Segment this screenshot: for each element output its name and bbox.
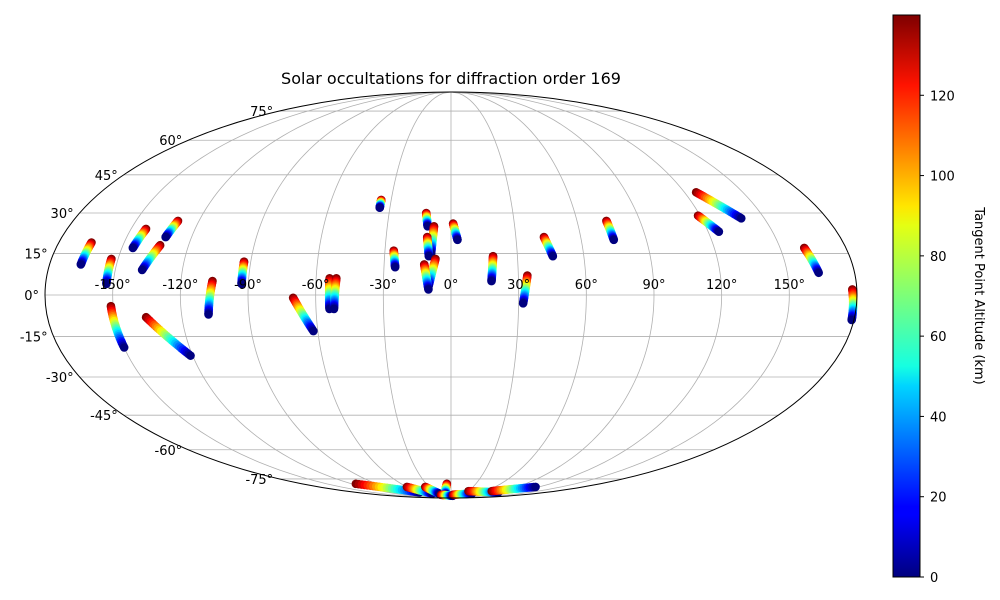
occultation-point: [453, 235, 462, 245]
meridian-gridline: [450, 91, 520, 499]
meridian-gridline: [315, 91, 452, 499]
occultation-point: [237, 279, 246, 289]
occultation-point: [128, 243, 138, 253]
longitude-tick-label: 30°: [507, 278, 530, 293]
longitude-tick-label: -30°: [369, 278, 397, 293]
colorbar-tick-label: 60: [930, 330, 947, 345]
occultation-point: [714, 227, 724, 236]
latitude-tick-label: -45°: [90, 409, 118, 424]
occultation-point: [424, 251, 434, 261]
meridian-gridline: [112, 91, 452, 499]
occultation-point: [119, 343, 129, 352]
tick-labels: -150° -120° -90° -60° -30° 0° 30° 60° 90° 120° 150…: [20, 105, 805, 488]
latitude-tick-label: -15°: [20, 331, 48, 346]
occultation-point: [186, 351, 195, 360]
occultation-point: [609, 235, 619, 245]
colorbar-ticks: 0 20 40 60 80 100 120: [920, 89, 955, 586]
meridian-gridline: [450, 91, 723, 499]
occultation-point: [424, 285, 433, 294]
latitude-tick-label: -60°: [155, 444, 183, 459]
latitude-tick-label: 60°: [159, 134, 182, 149]
latitude-tick-label: -75°: [245, 473, 273, 488]
occultation-point: [161, 232, 170, 242]
occultation-point: [375, 203, 385, 213]
colorbar-tick-label: 100: [930, 170, 955, 185]
latitude-tick-label: 30°: [51, 207, 74, 222]
colorbar-label: Tangent Point Altitude (km): [971, 206, 986, 384]
latitude-tick-label: 0°: [24, 289, 39, 304]
longitude-tick-label: -150°: [95, 278, 131, 293]
longitude-tick-label: 150°: [774, 278, 805, 293]
meridian-gridline: [450, 91, 587, 499]
longitude-tick-label: 90°: [642, 278, 665, 293]
occultation-point: [309, 326, 318, 336]
occultation-point: [487, 276, 496, 286]
occultation-point: [531, 482, 540, 492]
latitude-tick-label: -30°: [46, 371, 74, 386]
colorbar-tick-label: 120: [930, 89, 955, 104]
occultation-point: [102, 279, 111, 289]
latitude-tick-label: 45°: [95, 169, 118, 184]
latitude-tick-label: 15°: [25, 247, 48, 262]
occultation-point: [736, 213, 746, 223]
meridian-gridline: [247, 91, 452, 499]
occultation-point: [548, 251, 558, 261]
occultation-point: [204, 310, 213, 319]
meridian-gridline: [382, 91, 452, 499]
chart-title: Solar occultations for diffraction order…: [281, 69, 621, 88]
occultation-point: [518, 299, 528, 308]
longitude-tick-label: -120°: [162, 278, 198, 293]
occultation-point: [390, 262, 400, 272]
colorbar: 0 20 40 60 80 100 120 Tangent Point Altitude (…: [892, 14, 986, 586]
colorbar-tick-label: 20: [930, 491, 947, 506]
meridian-gridline: [179, 91, 452, 499]
occultation-points: [76, 187, 858, 501]
occultation-point: [814, 268, 823, 278]
occultation-point: [76, 260, 86, 269]
longitude-tick-label: 0°: [444, 278, 459, 293]
meridian-gridline: [450, 91, 790, 499]
colorbar-gradient: [892, 14, 921, 578]
longitude-tick-label: -90°: [234, 278, 262, 293]
longitude-tick-label: -60°: [302, 278, 330, 293]
colorbar-tick-label: 80: [930, 250, 947, 265]
occultation-point: [329, 304, 339, 314]
graticule: [45, 91, 857, 499]
colorbar-tick-label: 40: [930, 410, 947, 425]
latitude-tick-label: 75°: [250, 105, 273, 120]
longitude-tick-label: 60°: [575, 278, 598, 293]
longitude-tick-label: 120°: [706, 278, 737, 293]
colorbar-tick-label: 0: [930, 571, 938, 586]
occultation-point: [137, 265, 147, 275]
meridian-gridline: [450, 91, 655, 499]
map-boundary: [44, 91, 858, 499]
